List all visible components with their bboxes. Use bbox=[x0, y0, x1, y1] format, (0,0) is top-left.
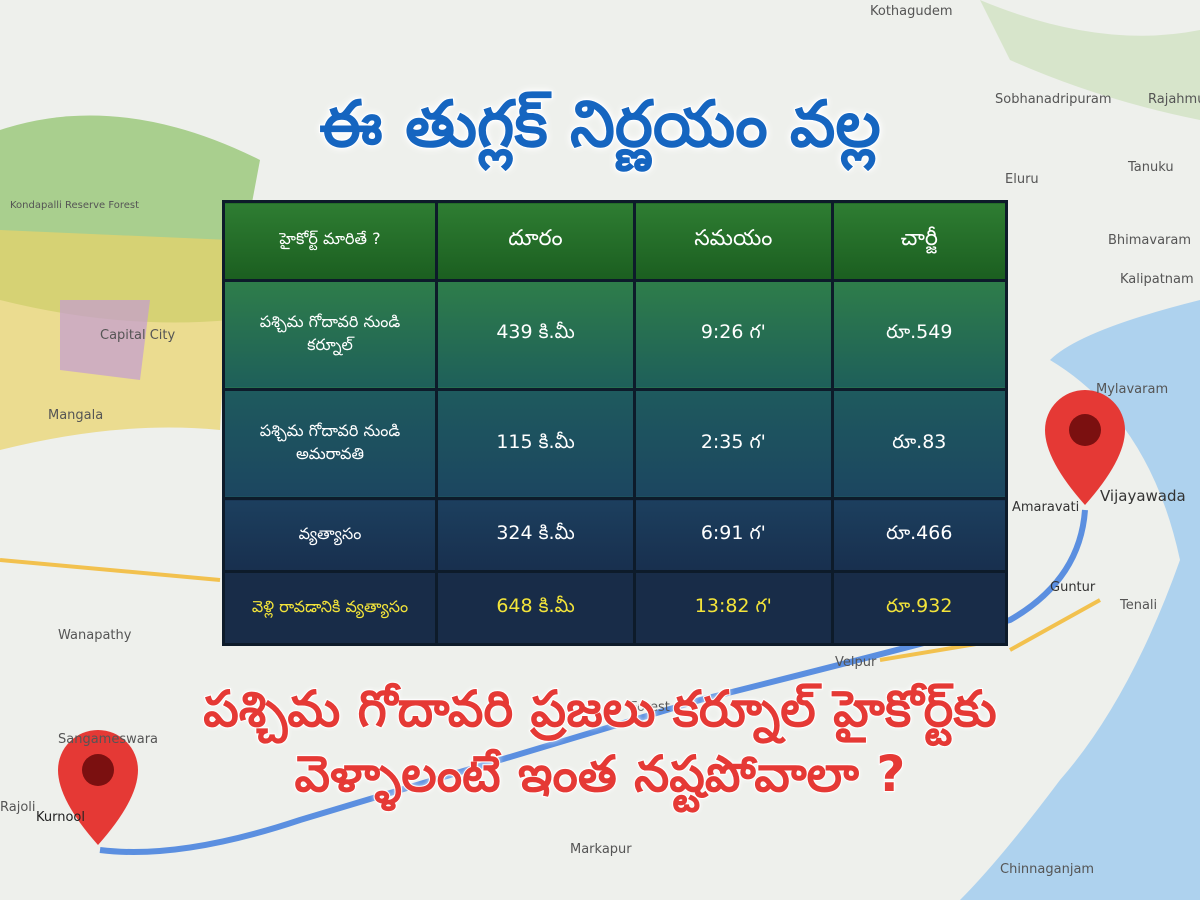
table-cell: పశ్చిమ గోదావరి నుండి అమరావతి bbox=[222, 387, 438, 501]
pin bbox=[1045, 390, 1125, 505]
map-label: Kothagudem bbox=[870, 4, 953, 19]
comparison-table: హైకోర్ట్ మారితే ? దూరం సమయం చార్జీ పశ్చిమ గో… bbox=[222, 200, 1009, 646]
table-cell: రూ.549 bbox=[830, 278, 1009, 391]
table-row: పశ్చిమ గోదావరి నుండి కర్నూల్ 439 కి.మీ 9:2… bbox=[222, 278, 1009, 391]
sea bbox=[960, 300, 1200, 900]
table-cell: వెళ్లి రావడానికి వ్యత్యాసం bbox=[222, 570, 438, 646]
table-row: పశ్చిమ గోదావరి నుండి అమరావతి 115 కి.మీ 2:3… bbox=[222, 387, 1009, 501]
title: ఈ తుగ్లక్ నిర్ణయం వల్ల bbox=[318, 87, 882, 163]
table-cell: రూ.932 bbox=[830, 570, 1009, 646]
map-label: Sobhanadripuram bbox=[995, 92, 1112, 107]
map-label: Sangameswara bbox=[58, 732, 159, 747]
table-cell: 324 కి.మీ bbox=[434, 497, 637, 574]
map-label: Wanapathy bbox=[58, 628, 132, 643]
table-cell: 115 కి.మీ bbox=[434, 387, 637, 501]
map-label: Kurnool bbox=[36, 810, 85, 825]
table-cell: హైకోర్ట్ మారితే ? bbox=[222, 200, 438, 282]
map-label: Kondapalli Reserve Forest bbox=[10, 200, 140, 211]
map-label: Guntur bbox=[1050, 580, 1096, 595]
table-cell: వ్యత్యాసం bbox=[222, 497, 438, 574]
table-row: హైకోర్ట్ మారితే ? దూరం సమయం చార్జీ bbox=[222, 200, 1009, 282]
table-row: వెళ్లి రావడానికి వ్యత్యాసం 648 కి.మీ 13:82… bbox=[222, 570, 1009, 646]
map-label: Vijayawada bbox=[1100, 487, 1186, 505]
table-cell: రూ.83 bbox=[830, 387, 1009, 501]
table-row: వ్యత్యాసం 324 కి.మీ 6:91 గ' రూ.466 bbox=[222, 497, 1009, 574]
zone bbox=[60, 300, 150, 380]
table-cell: దూరం bbox=[434, 200, 637, 282]
map-label: Eluru bbox=[1005, 172, 1039, 187]
map-label: Rajoli bbox=[0, 800, 36, 815]
map-label: Tanuku bbox=[1128, 160, 1174, 175]
land bbox=[980, 0, 1200, 120]
table-cell: చార్జీ bbox=[830, 200, 1009, 282]
map-label: Kalipatnam bbox=[1120, 272, 1194, 287]
map-label: Mylavaram bbox=[1096, 382, 1169, 397]
map-label: Mangala bbox=[48, 408, 104, 423]
map-label: Velpur bbox=[835, 655, 877, 670]
table-cell: 9:26 గ' bbox=[633, 278, 834, 391]
map-label: Tenali bbox=[1120, 598, 1158, 613]
map-label: Forest bbox=[630, 700, 670, 715]
footer-line: పశ్చిమ గోదావరి ప్రజలు కర్నూల్ హైకోర్ట్‌క… bbox=[202, 679, 997, 739]
map-label: Markapur bbox=[570, 842, 632, 857]
table-cell: 648 కి.మీ bbox=[434, 570, 637, 646]
table-cell: 2:35 గ' bbox=[633, 387, 834, 501]
table-cell: రూ.466 bbox=[830, 497, 1009, 574]
map-label: Capital City bbox=[100, 328, 176, 343]
table-cell: 13:82 గ' bbox=[633, 570, 834, 646]
pin bbox=[58, 730, 138, 845]
table-cell: సమయం bbox=[633, 200, 834, 282]
table-cell: 6:91 గ' bbox=[633, 497, 834, 574]
table-cell: పశ్చిమ గోదావరి నుండి కర్నూల్ bbox=[222, 278, 438, 391]
route bbox=[99, 509, 1088, 855]
map-label: Rajahmu bbox=[1148, 92, 1200, 107]
footer-line: వెళ్ళాలంటే ఇంత నష్టపోవాలా ? bbox=[294, 744, 907, 804]
map-label: Amaravati bbox=[1012, 500, 1080, 515]
map-label: Bhimavaram bbox=[1108, 233, 1192, 248]
table-cell: 439 కి.మీ bbox=[434, 278, 637, 391]
map-label: Chinnaganjam bbox=[1000, 862, 1095, 877]
